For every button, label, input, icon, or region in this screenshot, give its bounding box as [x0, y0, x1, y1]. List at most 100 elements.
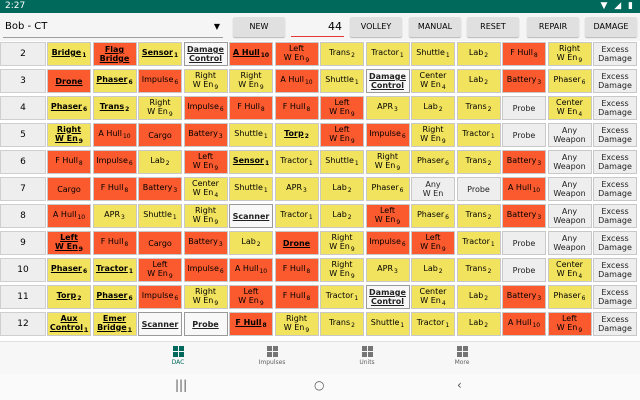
damage-cell[interactable]: Trans2	[456, 204, 501, 228]
damage-cell[interactable]: Trans2	[320, 42, 364, 66]
damage-cell[interactable]: Right W En9	[320, 231, 364, 255]
damage-cell[interactable]: Right W En9	[274, 312, 319, 336]
damage-cell[interactable]: Excess Damage	[593, 150, 637, 174]
damage-cell[interactable]: F Hull8	[229, 96, 273, 120]
volley-button[interactable]: VOLLEY	[350, 17, 402, 37]
damage-cell[interactable]: Sensor1	[138, 42, 182, 66]
damage-cell[interactable]: Right W En9	[138, 96, 182, 120]
damage-cell[interactable]: Any Weapon	[547, 231, 592, 255]
recents-icon[interactable]: |||	[175, 378, 188, 392]
nav-dac[interactable]: DAC	[138, 346, 218, 374]
damage-cell[interactable]: Battery3	[502, 150, 546, 174]
nav-impulses[interactable]: Impulses	[232, 346, 312, 374]
damage-cell[interactable]: Tractor1	[274, 150, 319, 174]
damage-cell[interactable]: Center W En4	[411, 285, 455, 309]
damage-cell[interactable]: Left W En9	[411, 231, 455, 255]
damage-cell[interactable]: Excess Damage	[593, 204, 637, 228]
damage-cell[interactable]: Any W En	[411, 177, 455, 201]
damage-cell[interactable]: Right W En9	[183, 69, 228, 93]
damage-cell[interactable]: A Hull10	[502, 177, 546, 201]
damage-cell[interactable]: Impulse6	[183, 96, 228, 120]
damage-cell[interactable]: F Hull8	[92, 177, 137, 201]
damage-cell[interactable]: Excess Damage	[593, 258, 637, 282]
damage-cell[interactable]: Shuttle1	[320, 150, 364, 174]
damage-cell[interactable]: Shuttle1	[320, 69, 364, 93]
damage-cell[interactable]: Trans2	[456, 150, 501, 174]
damage-cell[interactable]: Lab2	[456, 312, 501, 336]
damage-cell[interactable]: Excess Damage	[593, 177, 637, 201]
damage-cell[interactable]: Flag Bridge	[92, 42, 137, 66]
damage-cell[interactable]: Impulse6	[138, 69, 182, 93]
new-button[interactable]: NEW	[233, 17, 285, 37]
damage-cell[interactable]: Phaser6	[547, 69, 592, 93]
damage-cell[interactable]: Probe	[502, 231, 546, 255]
damage-cell[interactable]: A Hull10	[229, 42, 273, 66]
damage-cell[interactable]: Battery3	[502, 285, 546, 309]
damage-cell[interactable]: Right W En9	[411, 123, 455, 147]
damage-cell[interactable]: Trans2	[320, 312, 364, 336]
nav-more[interactable]: More	[422, 346, 502, 374]
damage-cell[interactable]: Drone	[274, 231, 319, 255]
damage-cell[interactable]: Scanner	[229, 204, 273, 228]
damage-cell[interactable]: Phaser6	[92, 69, 137, 93]
damage-cell[interactable]: Center W En4	[547, 258, 592, 282]
damage-cell[interactable]: Left W En9	[229, 285, 273, 309]
damage-cell[interactable]: Bridge1	[47, 42, 91, 66]
damage-cell[interactable]: Left W En9	[365, 204, 410, 228]
damage-cell[interactable]: Center W En4	[547, 96, 592, 120]
damage-cell[interactable]: Phaser6	[92, 285, 137, 309]
damage-cell[interactable]: Center W En4	[183, 177, 228, 201]
damage-cell[interactable]: Lab2	[456, 42, 501, 66]
damage-cell[interactable]: Battery3	[183, 123, 228, 147]
damage-cell[interactable]: F Hull8	[274, 258, 319, 282]
damage-cell[interactable]: Torp2	[47, 285, 91, 309]
damage-cell[interactable]: Right W En9	[320, 258, 364, 282]
damage-cell[interactable]: Tractor1	[92, 258, 137, 282]
damage-cell[interactable]: Battery3	[183, 231, 228, 255]
damage-cell[interactable]: Left W En9	[547, 312, 592, 336]
damage-cell[interactable]: Shuttle1	[365, 312, 410, 336]
damage-cell[interactable]: Shuttle1	[229, 177, 273, 201]
damage-cell[interactable]: Impulse6	[183, 258, 228, 282]
damage-cell[interactable]: Left W En9	[138, 258, 182, 282]
damage-cell[interactable]: Tractor1	[456, 123, 501, 147]
damage-cell[interactable]: Drone	[47, 69, 91, 93]
damage-cell[interactable]: Tractor1	[320, 285, 364, 309]
damage-cell[interactable]: Excess Damage	[593, 42, 637, 66]
damage-cell[interactable]: Excess Damage	[593, 69, 637, 93]
damage-cell[interactable]: Shuttle1	[229, 123, 273, 147]
damage-cell[interactable]: APR3	[92, 204, 137, 228]
damage-cell[interactable]: Lab2	[138, 150, 182, 174]
damage-cell[interactable]: Lab2	[229, 231, 273, 255]
damage-cell[interactable]: Left W En9	[320, 123, 364, 147]
damage-cell[interactable]: Lab2	[320, 204, 364, 228]
damage-cell[interactable]: Battery3	[502, 69, 546, 93]
damage-cell[interactable]: Excess Damage	[593, 312, 637, 336]
damage-cell[interactable]: Scanner	[138, 312, 182, 336]
damage-cell[interactable]: Probe	[456, 177, 501, 201]
damage-cell[interactable]: Left W En9	[183, 150, 228, 174]
damage-cell[interactable]: Excess Damage	[593, 123, 637, 147]
damage-cell[interactable]: Right W En9	[365, 150, 410, 174]
damage-cell[interactable]: Left W En9	[320, 96, 364, 120]
damage-cell[interactable]: APR3	[274, 177, 319, 201]
damage-cell[interactable]: Lab2	[456, 69, 501, 93]
damage-cell[interactable]: A Hull10	[47, 204, 91, 228]
damage-cell[interactable]: Trans2	[92, 96, 137, 120]
damage-cell[interactable]: Trans2	[456, 258, 501, 282]
damage-cell[interactable]: Right W En9	[47, 123, 91, 147]
manual-button[interactable]: MANUAL	[409, 17, 461, 37]
damage-cell[interactable]: Probe	[502, 123, 546, 147]
damage-cell[interactable]: Impulse6	[138, 285, 182, 309]
ship-select[interactable]: Bob - CT ▼	[3, 18, 223, 38]
damage-cell[interactable]: Shuttle1	[138, 204, 182, 228]
damage-cell[interactable]: Center W En4	[411, 69, 455, 93]
damage-cell[interactable]: Left W En9	[274, 42, 319, 66]
damage-cell[interactable]: Cargo	[138, 123, 182, 147]
damage-cell[interactable]: Torp2	[274, 123, 319, 147]
damage-cell[interactable]: Aux Control1	[47, 312, 91, 336]
damage-cell[interactable]: Impulse6	[92, 150, 137, 174]
damage-cell[interactable]: Phaser6	[47, 258, 91, 282]
damage-cell[interactable]: Battery3	[138, 177, 182, 201]
damage-cell[interactable]: Impulse6	[365, 231, 410, 255]
